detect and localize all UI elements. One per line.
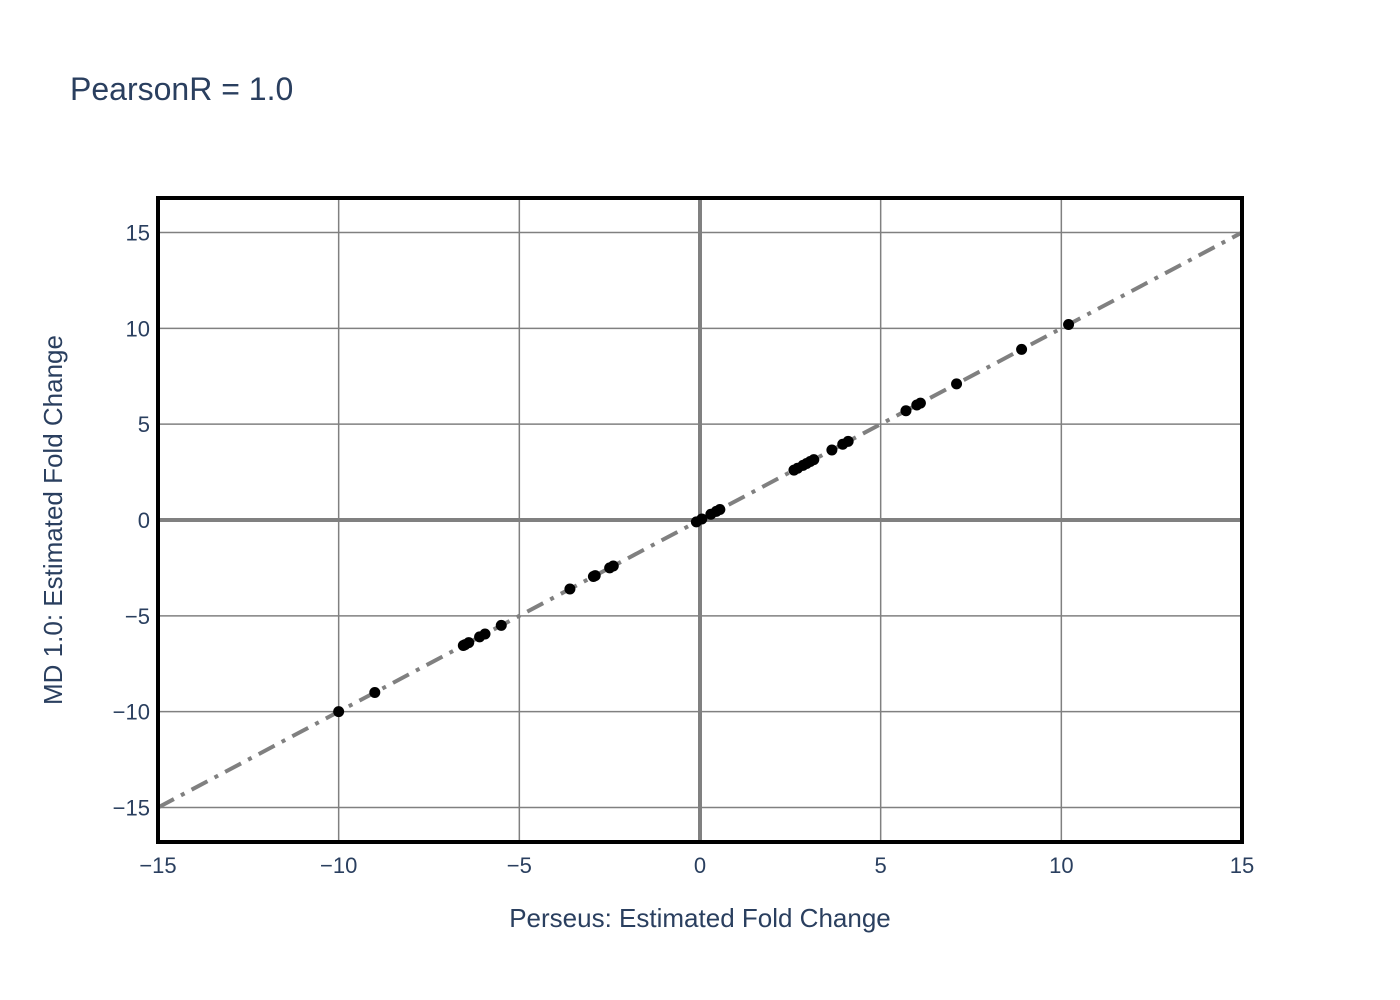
data-point: [914, 397, 926, 409]
data-point: [495, 619, 507, 631]
x-tick-label: 5: [875, 853, 887, 878]
chart-title: PearsonR = 1.0: [70, 71, 293, 107]
y-axis-label: MD 1.0: Estimated Fold Change: [38, 335, 68, 705]
data-point: [951, 378, 963, 390]
y-tick-label: 15: [126, 221, 150, 246]
x-axis-ticks: −15 −10 −5 0 5 10 15: [139, 853, 1254, 878]
x-tick-label: 10: [1049, 853, 1073, 878]
data-point: [826, 444, 838, 456]
x-tick-label: 0: [694, 853, 706, 878]
x-axis-label: Perseus: Estimated Fold Change: [509, 903, 891, 933]
data-point: [369, 687, 381, 698]
data-point: [607, 560, 619, 572]
x-tick-label: −15: [139, 853, 176, 878]
y-tick-label: −15: [113, 796, 150, 821]
data-point: [696, 513, 708, 525]
data-point: [900, 405, 912, 417]
data-points: [333, 319, 1075, 718]
data-point: [808, 454, 820, 466]
x-tick-label: −10: [320, 853, 357, 878]
x-tick-label: −5: [507, 853, 532, 878]
y-tick-label: 5: [138, 412, 150, 437]
data-point: [1063, 319, 1075, 330]
y-tick-label: −10: [113, 700, 150, 725]
y-axis-ticks: −15 −10 −5 0 5 10 15: [113, 221, 150, 821]
data-point: [1016, 343, 1028, 355]
plot-frame: [156, 196, 1244, 844]
data-point: [333, 706, 345, 718]
data-point: [479, 628, 491, 640]
y-tick-label: −5: [125, 604, 150, 629]
data-point: [842, 435, 854, 447]
data-point: [589, 570, 601, 582]
data-point: [564, 583, 576, 595]
y-tick-label: 0: [138, 508, 150, 533]
data-point: [714, 503, 726, 515]
y-tick-label: 10: [126, 316, 150, 341]
data-point: [463, 637, 475, 649]
x-tick-label: 15: [1230, 853, 1254, 878]
